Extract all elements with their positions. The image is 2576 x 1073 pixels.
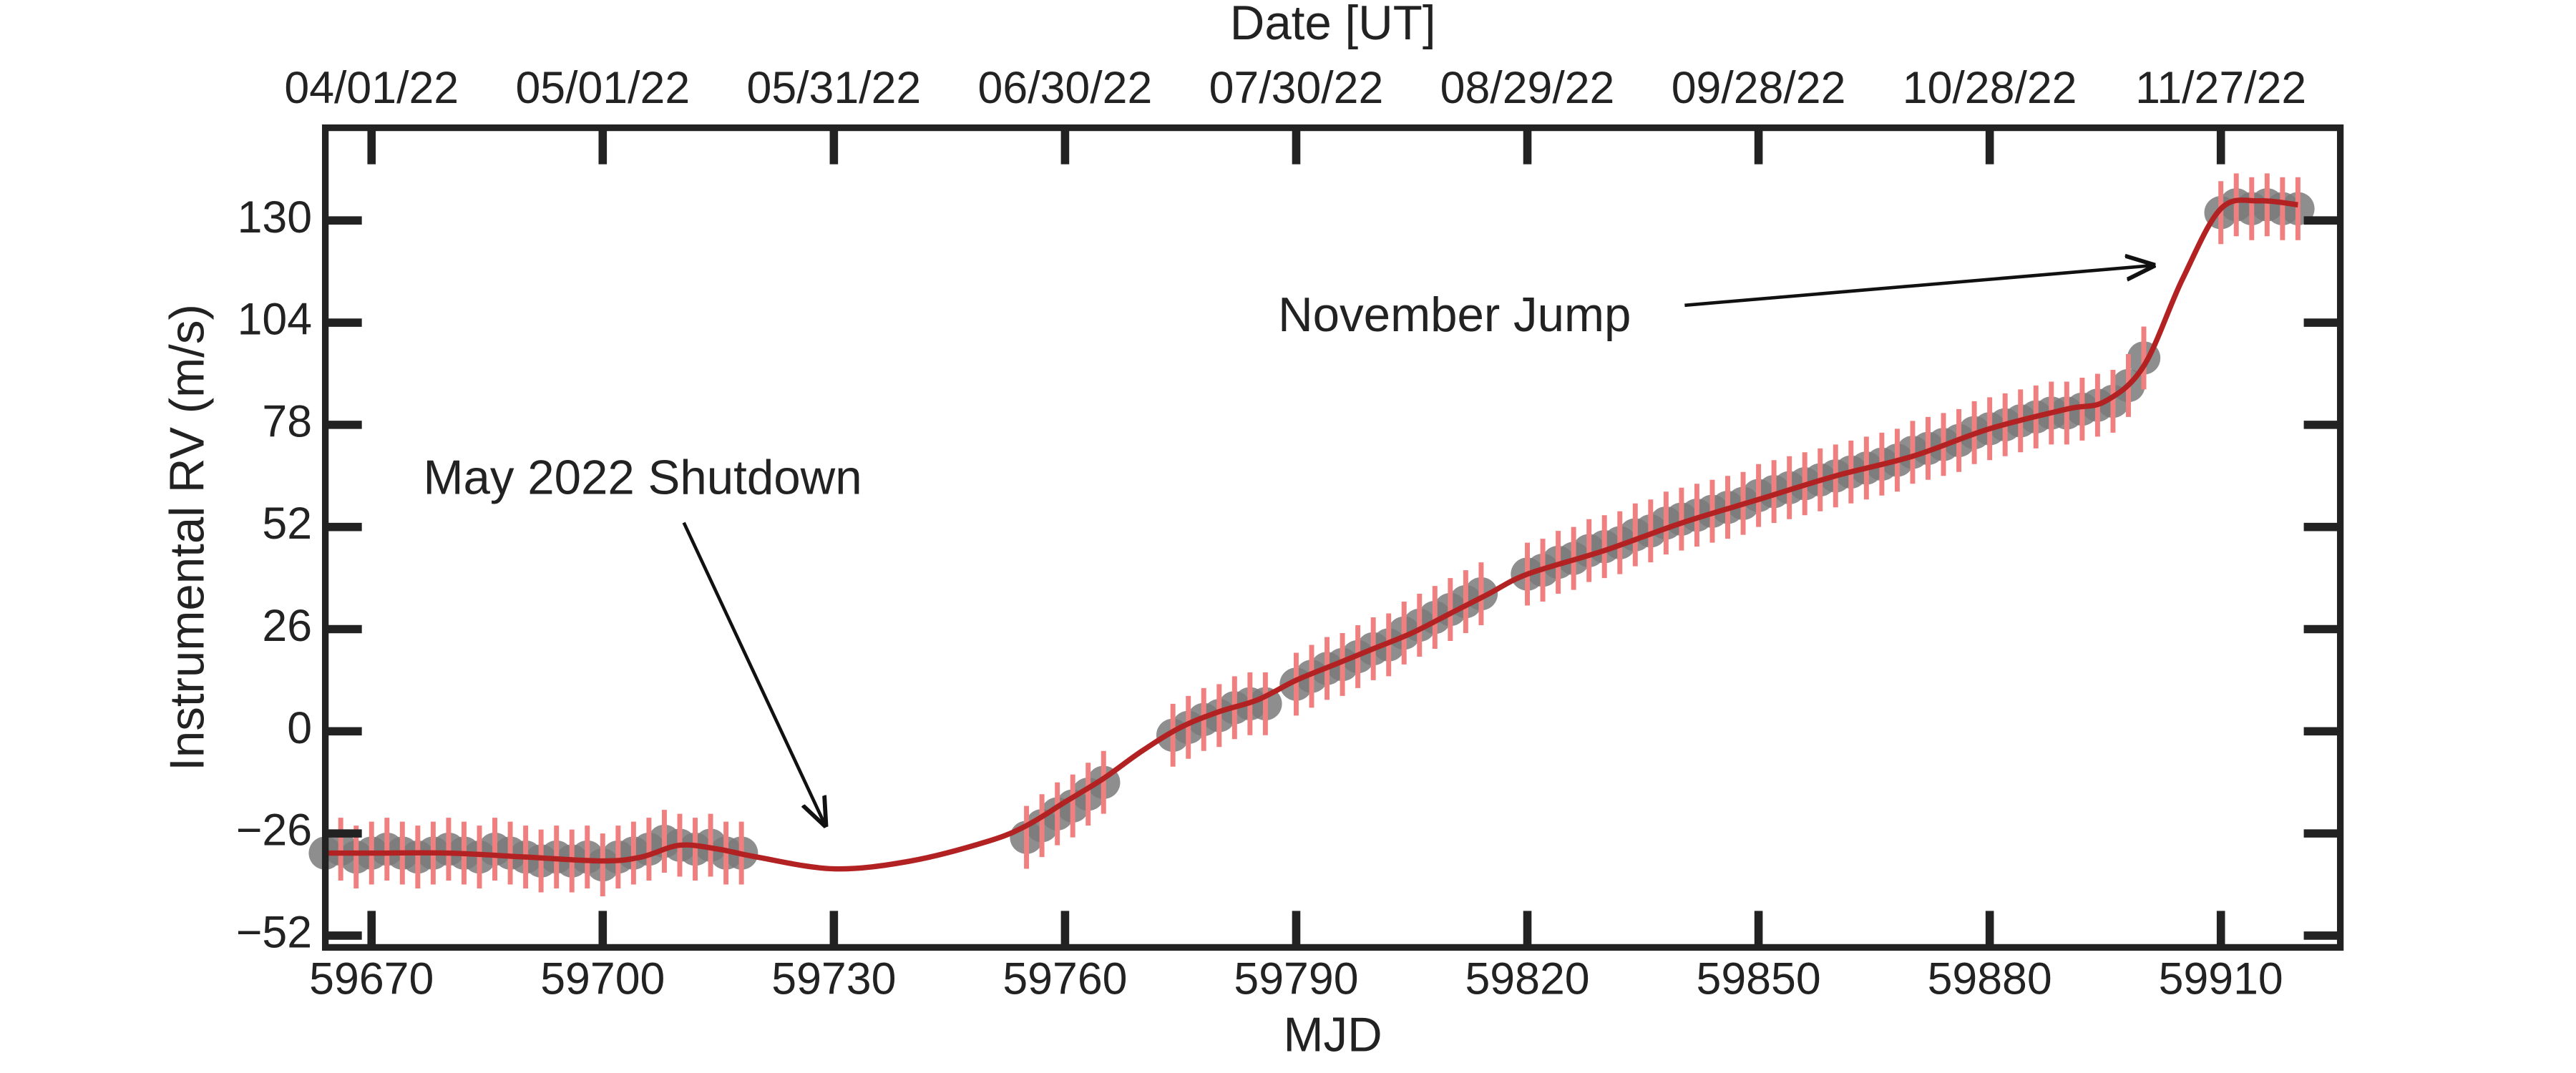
x-tick-label: 59850 bbox=[1697, 954, 1821, 1004]
y-tick-label: 130 bbox=[238, 192, 312, 242]
x2-tick-label: 10/28/22 bbox=[1903, 63, 2077, 113]
y-tick-label: −52 bbox=[236, 907, 312, 957]
x-tick-label: 59730 bbox=[771, 954, 896, 1004]
plot-area bbox=[308, 173, 2315, 897]
x2-tick-label: 09/28/22 bbox=[1672, 63, 1846, 113]
x-tick-label: 59790 bbox=[1234, 954, 1358, 1004]
x-tick-label: 59670 bbox=[309, 954, 434, 1004]
x-tick-label: 59880 bbox=[1928, 954, 2052, 1004]
x2-tick-label: 08/29/22 bbox=[1440, 63, 1615, 113]
x-tick-label: 59820 bbox=[1465, 954, 1589, 1004]
annotation-arrow bbox=[682, 521, 825, 825]
x2-tick-label: 07/30/22 bbox=[1209, 63, 1384, 113]
y-tick-label: −26 bbox=[236, 805, 312, 856]
x2-tick-label: 05/01/22 bbox=[515, 63, 690, 113]
x-axis-label: MJD bbox=[1284, 1009, 1382, 1062]
top-axis-label: Date [UT] bbox=[1230, 0, 1436, 50]
x2-tick-label: 04/01/22 bbox=[284, 63, 459, 113]
y-tick-label: 78 bbox=[262, 396, 312, 446]
x2-tick-label: 11/27/22 bbox=[2135, 63, 2306, 113]
annotation: May 2022 Shutdown bbox=[423, 451, 862, 504]
y-tick-label: 26 bbox=[262, 601, 312, 651]
x-tick-label: 59760 bbox=[1002, 954, 1127, 1004]
x2-tick-label: 05/31/22 bbox=[747, 63, 922, 113]
x2-tick-label: 06/30/22 bbox=[978, 63, 1153, 113]
y-tick-label: 0 bbox=[287, 703, 312, 753]
y-tick-label: 104 bbox=[238, 295, 312, 345]
x-tick-label: 59700 bbox=[540, 954, 665, 1004]
plot-frame bbox=[322, 124, 2344, 951]
annotation-arrow bbox=[1684, 265, 2152, 308]
fit-line bbox=[325, 197, 2298, 872]
annotation: November Jump bbox=[1278, 288, 1631, 342]
x-tick-label: 59910 bbox=[2159, 954, 2283, 1004]
y-tick-label: 52 bbox=[262, 499, 312, 549]
y-axis-label: Instrumental RV (m/s) bbox=[161, 304, 215, 771]
